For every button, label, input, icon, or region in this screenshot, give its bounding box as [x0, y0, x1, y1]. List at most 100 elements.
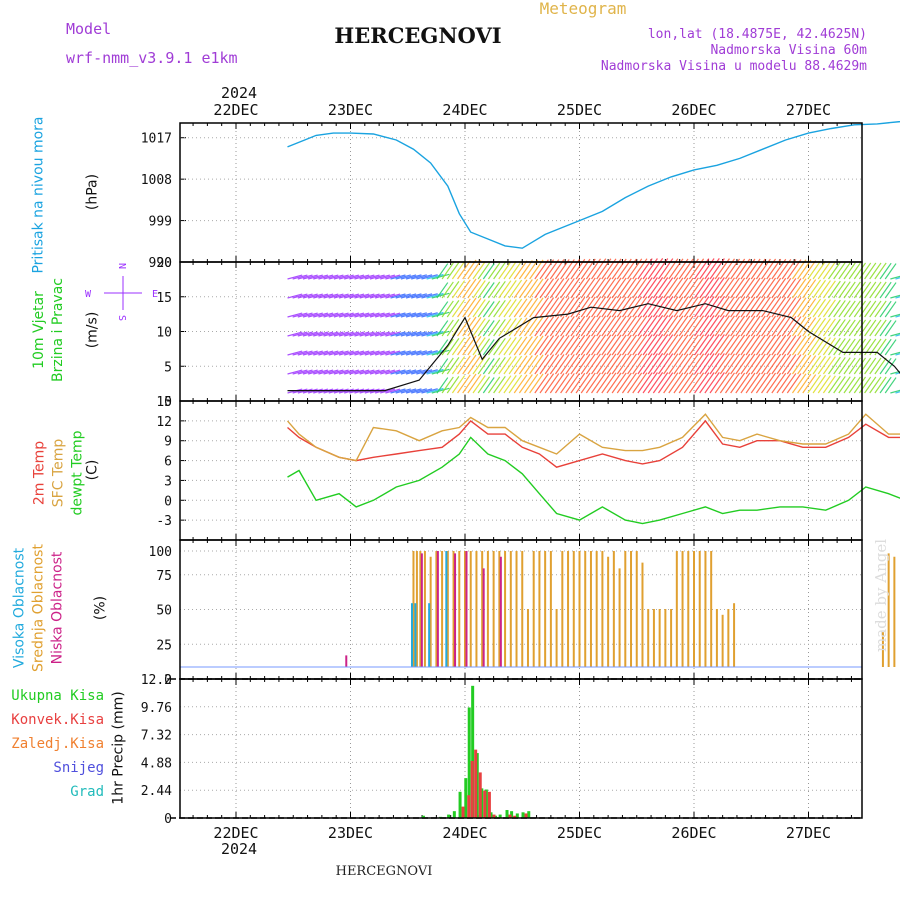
wind-barb	[369, 369, 385, 375]
wind-barb	[328, 312, 344, 318]
wind-barb	[369, 350, 385, 356]
wind-barb	[364, 293, 380, 299]
precip-legend-label: Snijeg	[53, 760, 104, 776]
wind-barb	[864, 357, 877, 375]
wind-barb	[683, 353, 699, 375]
wind-barb	[642, 334, 658, 356]
wind-barb	[292, 293, 308, 299]
wind-barb	[874, 300, 887, 318]
wind-barb	[441, 281, 454, 299]
wind-barb	[338, 331, 354, 337]
wind-barb	[297, 312, 313, 318]
wind-barb	[560, 354, 575, 375]
wind-barb	[467, 316, 482, 337]
wind-barb	[395, 274, 411, 280]
wind-barb	[554, 335, 570, 356]
wind-barb	[678, 315, 694, 337]
wind-barb	[411, 350, 427, 356]
wind-barb	[323, 369, 339, 375]
precip-bar	[510, 811, 514, 818]
wind-barb	[513, 374, 528, 394]
wind-barb	[776, 353, 792, 375]
wind-barb	[487, 376, 501, 394]
wind-barb	[647, 372, 664, 394]
pressure-unit: (hPa)	[85, 174, 101, 210]
wind-barb	[627, 372, 643, 394]
wind-barb	[745, 315, 761, 337]
wind-barb	[508, 260, 523, 280]
precip-bar	[527, 811, 531, 818]
wind-barb	[704, 334, 720, 356]
wind-barb	[400, 293, 417, 299]
wind-barb	[446, 338, 460, 356]
wind-barb	[642, 277, 658, 299]
y-tick-label: 0	[164, 395, 172, 410]
wind-barb	[895, 334, 900, 337]
wind-barb	[761, 353, 777, 375]
wind-barb	[848, 262, 861, 280]
wind-barb	[802, 279, 817, 299]
wind-barb	[487, 262, 501, 280]
wind-barb	[802, 336, 817, 356]
footer-station: HERCEGNOVI	[336, 864, 433, 879]
wind-barb	[802, 355, 817, 375]
wind-barb	[292, 350, 308, 356]
precip-legend-label: Grad	[70, 784, 104, 800]
wind-barb	[848, 357, 861, 375]
wind-barb	[287, 312, 303, 318]
wind-barb	[848, 300, 861, 318]
wind-barb	[694, 277, 710, 299]
wind-barb	[663, 315, 679, 337]
wind-barb	[601, 334, 617, 356]
wind-barb	[601, 353, 617, 375]
wind-barb	[524, 316, 539, 337]
wind-barb	[812, 336, 827, 356]
wind-barb	[812, 355, 827, 375]
wind-barb	[858, 357, 872, 375]
wind-barb	[601, 372, 617, 394]
wind-barb	[426, 387, 444, 394]
wind-barb	[585, 277, 601, 299]
wind-barb	[704, 277, 720, 299]
wind-barb	[374, 312, 390, 318]
wind-barb	[565, 354, 581, 375]
wind-barb	[663, 334, 679, 356]
wind-barb	[843, 319, 856, 337]
wind-barb	[508, 374, 523, 394]
wind-barb	[554, 373, 570, 394]
wind-barb	[616, 334, 632, 356]
wind-barb	[451, 356, 466, 375]
wind-barb	[580, 353, 596, 375]
precip-bar	[494, 815, 498, 818]
wind-barb	[580, 334, 596, 356]
wind-barb	[637, 277, 653, 299]
wind-barb	[359, 331, 375, 337]
wind-barb	[704, 353, 720, 375]
wind-barb	[843, 281, 856, 299]
top-day-label: 27DEC	[786, 101, 831, 119]
wind-barb	[616, 372, 632, 394]
wind-barb	[411, 293, 427, 299]
wind-barb	[683, 372, 699, 394]
wind-barb	[462, 297, 477, 318]
wind-barb	[766, 353, 782, 375]
bottom-day-label: 25DEC	[557, 824, 602, 842]
temp-line-0	[287, 419, 900, 468]
wind-barb	[812, 279, 827, 299]
precip-bar	[492, 814, 496, 818]
wind-barb	[668, 277, 684, 299]
wind-barb	[611, 334, 627, 356]
panel-frame-0	[192, 123, 852, 262]
wind-barb	[616, 315, 632, 337]
wind-barb	[529, 335, 544, 356]
wind-barb	[647, 277, 664, 299]
wind-barb	[730, 277, 746, 299]
wind-unit-line: (m/s)	[85, 312, 101, 349]
wind-barb	[380, 293, 396, 299]
wind-barb	[807, 355, 822, 375]
wind-barb	[364, 350, 380, 356]
wind-barb	[359, 369, 375, 375]
y-tick-label: 15	[156, 291, 172, 306]
wind-barb	[498, 356, 512, 375]
